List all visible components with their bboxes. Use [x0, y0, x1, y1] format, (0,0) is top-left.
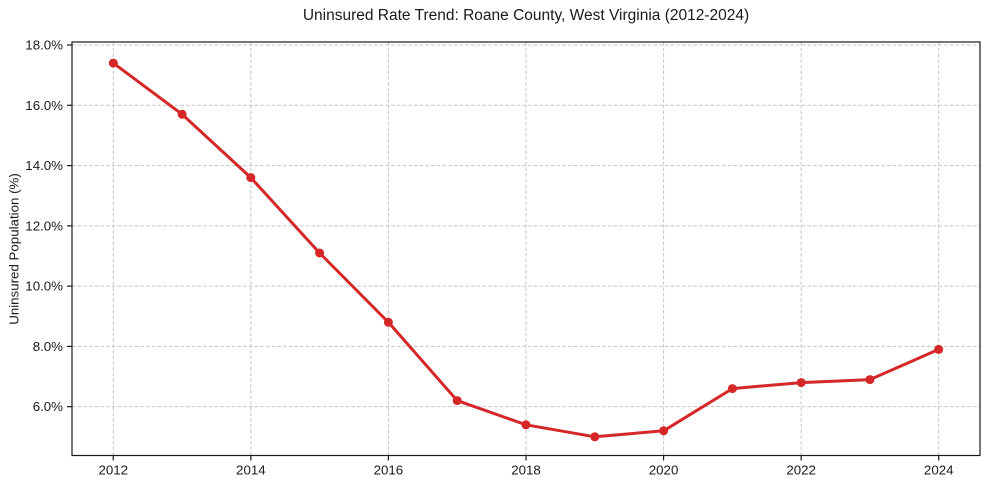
data-point-2018	[521, 420, 531, 430]
x-tick-label: 2018	[511, 463, 541, 478]
data-point-2024	[934, 344, 944, 354]
y-tick-label: 16.0%	[25, 98, 63, 113]
y-tick-label: 18.0%	[25, 38, 63, 53]
y-tick-label: 10.0%	[25, 279, 63, 294]
x-tick-label: 2022	[786, 463, 816, 478]
data-point-2013	[177, 109, 187, 119]
data-point-2016	[383, 317, 393, 327]
data-point-2023	[865, 375, 875, 385]
x-tick-label: 2016	[374, 463, 404, 478]
y-tick-label: 12.0%	[25, 218, 63, 233]
chart-title: Uninsured Rate Trend: Roane County, West…	[302, 7, 750, 24]
data-point-2012	[108, 58, 118, 68]
x-tick-label: 2012	[98, 463, 128, 478]
data-point-2014	[246, 173, 256, 183]
x-tick-label: 2024	[924, 463, 954, 478]
data-point-2020	[659, 426, 669, 436]
y-tick-label: 14.0%	[25, 158, 63, 173]
data-point-2017	[452, 396, 462, 406]
x-tick-label: 2014	[236, 463, 266, 478]
y-tick-label: 6.0%	[33, 399, 63, 414]
y-tick-label: 8.0%	[33, 339, 63, 354]
data-point-2015	[315, 248, 325, 258]
x-tick-label: 2020	[649, 463, 679, 478]
data-point-2019	[590, 432, 600, 442]
data-point-2022	[796, 378, 806, 388]
data-point-2021	[727, 384, 737, 394]
